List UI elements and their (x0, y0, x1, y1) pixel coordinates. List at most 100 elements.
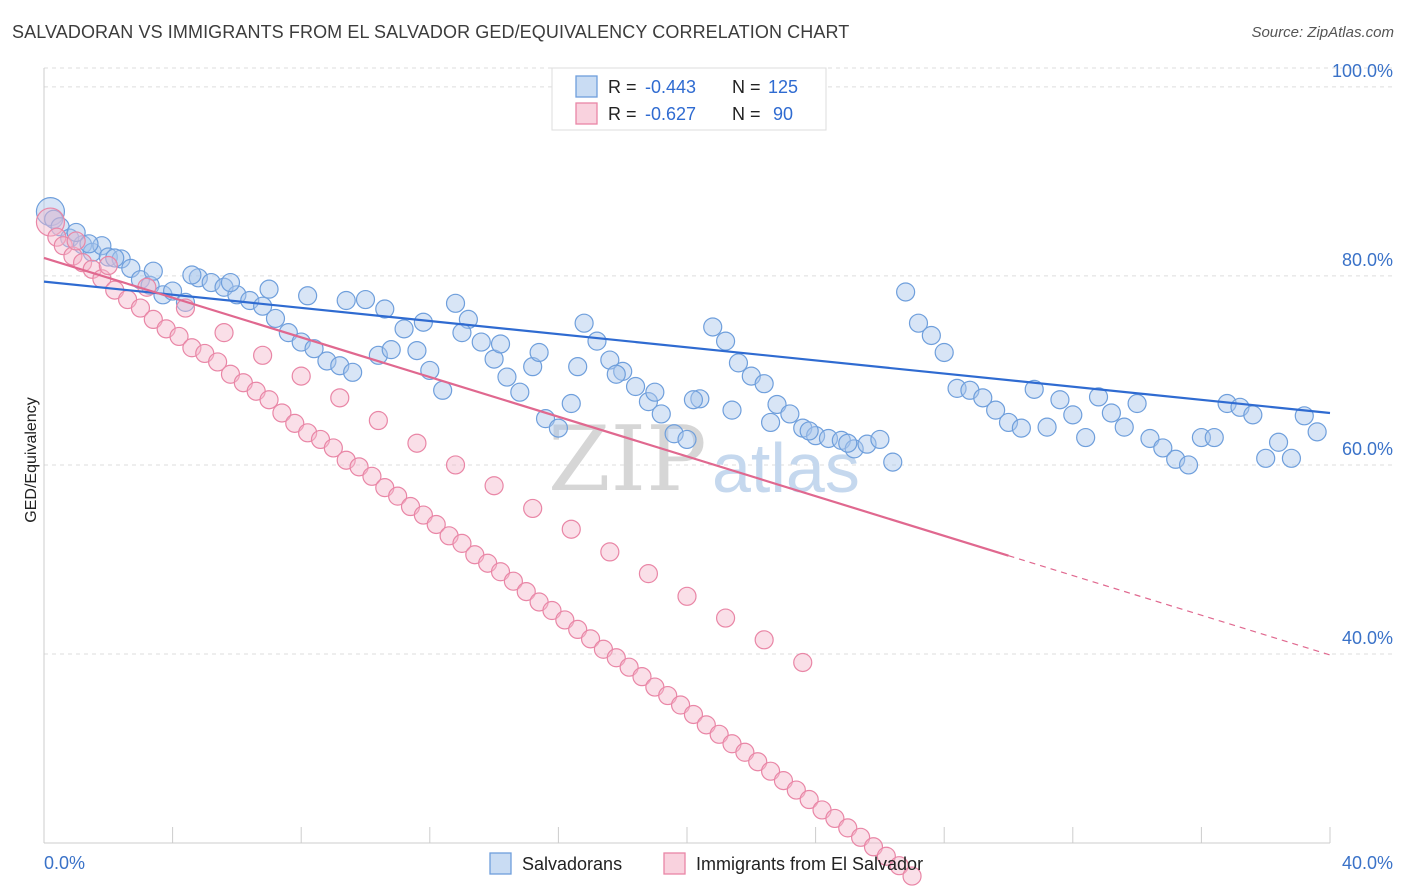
data-point (1127, 393, 1147, 414)
data-point (529, 342, 549, 363)
data-point (452, 323, 472, 343)
data-point (375, 299, 395, 319)
data-point (490, 562, 511, 582)
legend-r-value-1: -0.443 (645, 77, 696, 97)
data-point (516, 581, 536, 602)
data-point (838, 433, 858, 453)
gridlines (44, 67, 1392, 655)
data-point (619, 657, 639, 677)
series-legend-swatch-salvadorans (489, 852, 512, 875)
data-point (510, 382, 530, 402)
data-point (445, 455, 466, 475)
data-point (715, 331, 736, 351)
data-point (1114, 417, 1134, 437)
data-point (503, 571, 523, 591)
y-tick-label: 100.0% (1332, 61, 1393, 81)
data-point (638, 564, 659, 584)
data-point (658, 685, 678, 706)
data-point (336, 290, 356, 311)
data-point (130, 298, 151, 318)
data-point (72, 253, 93, 273)
data-point (561, 393, 581, 414)
data-point (381, 340, 401, 360)
axes (43, 68, 1331, 844)
y-tick-labels: 40.0% 60.0% 80.0% 100.0% (1332, 61, 1393, 648)
data-point (896, 282, 916, 302)
data-point (587, 331, 607, 351)
data-point (285, 413, 305, 433)
trend-lines (43, 256, 1331, 656)
data-point (272, 403, 292, 423)
chart-title: SALVADORAN VS IMMIGRANTS FROM EL SALVADO… (12, 22, 850, 42)
data-point (703, 317, 723, 337)
data-point (548, 418, 569, 438)
data-point (304, 339, 324, 359)
data-point (555, 610, 575, 630)
data-point (143, 309, 163, 330)
data-point (780, 404, 800, 424)
data-point (1076, 427, 1096, 448)
data-point (343, 362, 363, 382)
data-point (870, 429, 890, 450)
data-point (683, 390, 704, 410)
data-point (715, 608, 736, 628)
data-point (407, 433, 427, 453)
legend-r-value-2: -0.627 (645, 104, 696, 124)
data-point (98, 255, 118, 276)
data-point (394, 319, 414, 339)
data-point (690, 389, 710, 409)
legend-n-value-2: 90 (773, 104, 793, 124)
data-point (362, 466, 382, 486)
data-point (497, 367, 517, 387)
data-point (606, 364, 626, 384)
data-point (748, 752, 768, 772)
data-point (851, 827, 871, 847)
data-point (1037, 417, 1057, 437)
data-point (1088, 387, 1109, 407)
source-label: Source: ZipAtlas.com (1251, 24, 1394, 41)
data-point (66, 231, 86, 251)
data-point (323, 438, 343, 458)
data-point (889, 856, 909, 876)
y-tick-label: 60.0% (1342, 439, 1393, 459)
data-point (921, 325, 941, 346)
data-point (561, 519, 581, 539)
data-point (490, 334, 511, 354)
data-point (986, 400, 1006, 420)
watermark-zip: ZIP (548, 407, 707, 512)
y-tick-label: 40.0% (1342, 628, 1393, 648)
data-point (291, 366, 311, 386)
data-point (542, 600, 562, 621)
data-point (863, 837, 884, 857)
data-point (413, 505, 433, 525)
legend-n-label-2: N = (732, 104, 761, 124)
data-point (934, 342, 954, 363)
data-point (1050, 390, 1070, 410)
data-point (670, 695, 691, 715)
data-point (709, 724, 729, 744)
data-point (208, 352, 228, 372)
data-point (35, 207, 66, 237)
data-point (355, 289, 376, 310)
stats-legend: R = -0.443 N = 125 R = -0.627 N = 90 (551, 67, 827, 131)
data-point (1101, 403, 1121, 423)
data-point (677, 429, 697, 450)
data-point (793, 652, 813, 673)
watermark-atlas: atlas (712, 429, 860, 507)
data-point (317, 351, 337, 371)
data-point (426, 514, 446, 535)
data-point (722, 400, 742, 420)
trend-line-immigrants (43, 256, 1009, 557)
data-point (568, 357, 588, 377)
stats-legend-box (551, 67, 827, 131)
data-point (786, 780, 806, 800)
data-point (606, 648, 626, 668)
data-point (253, 296, 273, 316)
legend-swatch-pink (575, 102, 598, 125)
data-point (568, 619, 588, 640)
data-point (182, 265, 202, 285)
data-point (838, 818, 858, 838)
data-point (201, 272, 221, 293)
data-point (767, 394, 787, 415)
data-point (574, 313, 594, 333)
